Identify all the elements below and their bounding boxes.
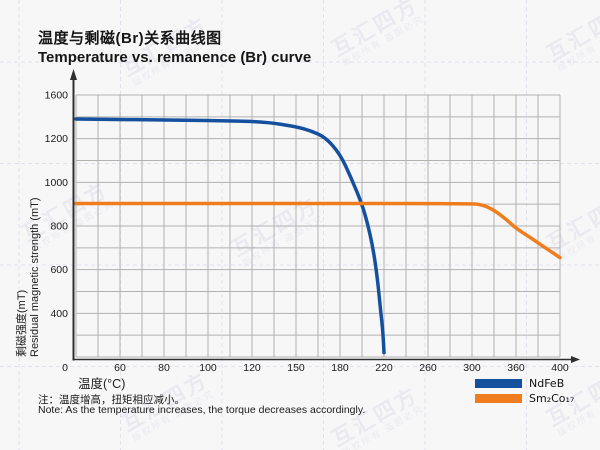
x-tick-label: 300: [463, 362, 481, 374]
note-zh: 注：温度增高，扭矩相应减小。: [38, 394, 185, 406]
x-tick-label: 260: [419, 362, 437, 374]
legend-label-sm2co17: Sm₂Co₁₇: [529, 392, 575, 405]
x-tick-label: 150: [287, 362, 305, 374]
x-tick-label: 80: [158, 362, 170, 374]
chart-title-zh: 温度与剩磁(Br)关系曲线图: [38, 30, 222, 47]
legend-label-ndfeb: NdFeB: [529, 377, 565, 390]
x-tick-label: 120: [243, 362, 261, 374]
x-tick-label: 100: [199, 362, 217, 374]
axes: [72, 78, 572, 361]
curve-sm2co17: [74, 201, 562, 260]
x-tick-label: 180: [331, 362, 349, 374]
y-tick-label: 1600: [45, 90, 69, 102]
y-tick-label: 600: [50, 264, 68, 276]
origin-label: 0: [62, 362, 68, 374]
curve-ndfeb: [74, 117, 386, 355]
legend-swatch-sm2co17: [475, 394, 522, 403]
legend-item-ndfeb: NdFeB: [475, 377, 574, 390]
legend: NdFeB Sm₂Co₁₇: [475, 377, 574, 407]
y-tick-label: 1000: [45, 177, 69, 189]
x-axis-arrow-icon: [571, 356, 580, 363]
note-en: Note: As the temperature increases, the …: [38, 404, 366, 416]
x-tick-label: 360: [507, 362, 525, 374]
y-tick-label: 400: [50, 308, 68, 320]
y-tick-label: 800: [50, 220, 68, 232]
legend-item-sm2co17: Sm₂Co₁₇: [475, 392, 574, 405]
x-tick-label: 400: [551, 362, 569, 374]
y-tick-label: 1200: [45, 133, 69, 145]
y-axis-arrow-icon: [70, 69, 77, 80]
x-tick-label: 60: [114, 362, 126, 374]
chart-title-en: Temperature vs. remanence (Br) curve: [38, 49, 312, 66]
legend-swatch-ndfeb: [475, 379, 522, 388]
tick-labels: 1600 1200 1000 800 600 400 0 60 80 100 120 150 180 22…: [45, 90, 569, 375]
x-tick-label: 220: [375, 362, 393, 374]
x-axis-title: 温度(°C): [78, 377, 126, 391]
